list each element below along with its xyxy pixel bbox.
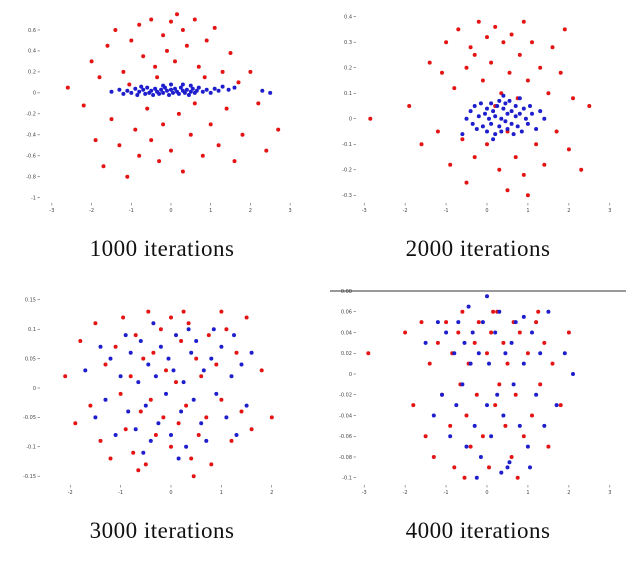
svg-text:0.6: 0.6 bbox=[28, 28, 36, 34]
svg-text:1: 1 bbox=[526, 208, 529, 214]
svg-text:3: 3 bbox=[608, 490, 611, 496]
scatter-plot-1000-iterations: 0.6 0.4 0.2 0 -0.2 -0.4 -0.6 -0.8 -1 -3 -2 -1 0 1 2 3 bbox=[14, 4, 310, 216]
svg-text:0: 0 bbox=[485, 208, 488, 214]
svg-text:-0.3: -0.3 bbox=[342, 193, 352, 199]
svg-text:0.2: 0.2 bbox=[28, 70, 36, 76]
svg-text:2: 2 bbox=[270, 490, 273, 496]
svg-text:3: 3 bbox=[608, 208, 611, 214]
svg-text:-0.06: -0.06 bbox=[339, 434, 352, 440]
svg-text:1: 1 bbox=[209, 208, 212, 214]
svg-text:0.15: 0.15 bbox=[25, 298, 36, 304]
svg-text:0.2: 0.2 bbox=[344, 66, 352, 72]
subplot-cell-2000-iterations: 0.4 0.3 0.2 0.1 0 -0.1 -0.2 -0.3 -3 -2 -1 0 1 2 3 2000… bbox=[318, 4, 638, 286]
svg-text:0: 0 bbox=[169, 490, 172, 496]
caption-4000-iterations: 4000 iterations bbox=[405, 518, 551, 543]
svg-text:-0.1: -0.1 bbox=[342, 476, 352, 482]
svg-text:0.1: 0.1 bbox=[28, 327, 36, 333]
svg-text:-1: -1 bbox=[444, 490, 449, 496]
svg-text:0.02: 0.02 bbox=[341, 351, 352, 357]
svg-text:0: 0 bbox=[33, 91, 36, 97]
svg-text:0.04: 0.04 bbox=[341, 330, 352, 336]
subplot-cell-1000-iterations: 0.6 0.4 0.2 0 -0.2 -0.4 -0.6 -0.8 -1 -3 -2 -1 0 1 2 3 1… bbox=[6, 4, 318, 286]
svg-text:0.1: 0.1 bbox=[344, 91, 352, 97]
caption-2000-iterations: 2000 iterations bbox=[405, 236, 551, 261]
svg-text:-0.05: -0.05 bbox=[23, 415, 36, 421]
svg-text:0: 0 bbox=[349, 117, 352, 123]
scatter-plot-4000-iterations: 0.08 0.06 0.04 0.02 0 -0.02 -0.04 -0.06 -0.08 -0.… bbox=[330, 286, 626, 498]
svg-text:-0.6: -0.6 bbox=[26, 154, 36, 160]
caption-1000-iterations: 1000 iterations bbox=[89, 236, 235, 261]
scatter-plot-2000-iterations: 0.4 0.3 0.2 0.1 0 -0.1 -0.2 -0.3 -3 -2 -1 0 1 2 3 bbox=[330, 4, 626, 216]
svg-text:-1: -1 bbox=[129, 208, 134, 214]
caption-3000-iterations: 3000 iterations bbox=[89, 518, 235, 543]
svg-text:2: 2 bbox=[249, 208, 252, 214]
svg-text:-0.04: -0.04 bbox=[339, 413, 352, 419]
svg-text:1: 1 bbox=[220, 490, 223, 496]
svg-text:-0.1: -0.1 bbox=[26, 445, 36, 451]
svg-text:-2: -2 bbox=[89, 208, 94, 214]
svg-text:0.3: 0.3 bbox=[344, 40, 352, 46]
scatter-plot-3000-iterations: 0.15 0.1 0.05 0 -0.05 -0.1 -0.15 -2 -1 0 1 2 bbox=[14, 286, 310, 498]
svg-text:-3: -3 bbox=[362, 208, 367, 214]
svg-text:-0.8: -0.8 bbox=[26, 175, 36, 181]
svg-text:0.06: 0.06 bbox=[341, 310, 352, 316]
svg-text:-0.2: -0.2 bbox=[342, 168, 352, 174]
subplot-cell-3000-iterations: 0.15 0.1 0.05 0 -0.05 -0.1 -0.15 -2 -1 0 1 2 3000 i… bbox=[6, 286, 318, 568]
svg-text:1: 1 bbox=[526, 490, 529, 496]
svg-text:0: 0 bbox=[485, 490, 488, 496]
svg-text:2: 2 bbox=[567, 208, 570, 214]
svg-text:-3: -3 bbox=[362, 490, 367, 496]
svg-text:-1: -1 bbox=[118, 490, 123, 496]
svg-text:0.4: 0.4 bbox=[28, 49, 36, 55]
svg-text:-2: -2 bbox=[403, 208, 408, 214]
svg-text:2: 2 bbox=[567, 490, 570, 496]
svg-text:3: 3 bbox=[288, 208, 291, 214]
svg-text:-0.15: -0.15 bbox=[23, 474, 36, 480]
subplot-cell-4000-iterations: 0.08 0.06 0.04 0.02 0 -0.02 -0.04 -0.06 -0.08 -0.… bbox=[318, 286, 638, 568]
svg-text:0: 0 bbox=[33, 386, 36, 392]
svg-text:-2: -2 bbox=[403, 490, 408, 496]
svg-text:0.05: 0.05 bbox=[25, 356, 36, 362]
svg-text:-0.1: -0.1 bbox=[342, 142, 352, 148]
svg-text:0: 0 bbox=[349, 372, 352, 378]
svg-text:0.08: 0.08 bbox=[341, 289, 352, 295]
svg-text:-0.08: -0.08 bbox=[339, 455, 352, 461]
svg-text:-0.02: -0.02 bbox=[339, 393, 352, 399]
svg-text:-1: -1 bbox=[31, 196, 36, 202]
svg-text:-2: -2 bbox=[68, 490, 73, 496]
svg-text:0: 0 bbox=[169, 208, 172, 214]
svg-text:0.4: 0.4 bbox=[344, 14, 352, 20]
svg-text:-1: -1 bbox=[444, 208, 449, 214]
svg-text:-0.4: -0.4 bbox=[26, 133, 36, 139]
svg-text:-3: -3 bbox=[49, 208, 54, 214]
svg-text:-0.2: -0.2 bbox=[26, 112, 36, 118]
